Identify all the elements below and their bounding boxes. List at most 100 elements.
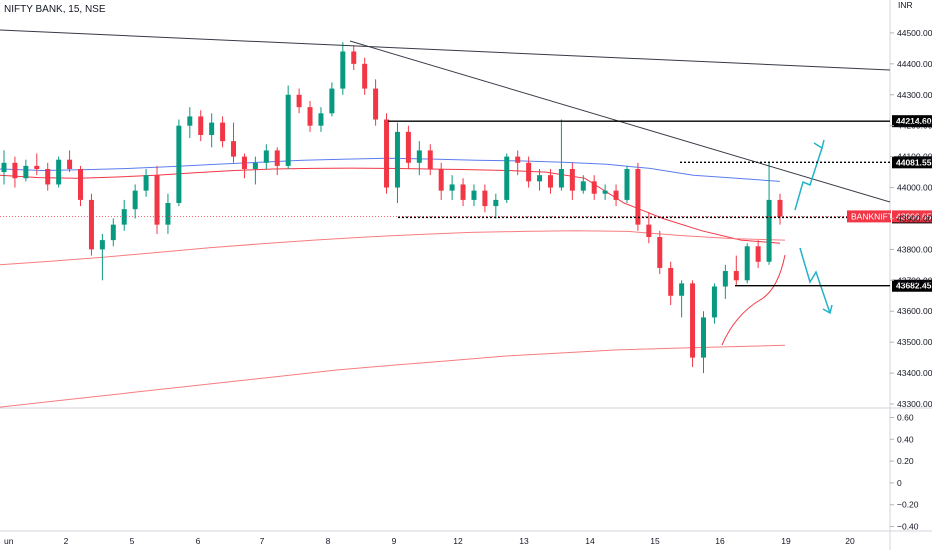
candle-body [263, 150, 269, 163]
price-levels: 44214.6044081.5543903.5043682.45BANKNIFT… [0, 115, 932, 292]
candle-body [416, 150, 422, 163]
candle-body [427, 150, 433, 169]
x-tick-label: 2 [64, 536, 69, 546]
time-axis[interactable]: un 2 5 6 7 8 9 12 13 14 15 16 19 20 [4, 536, 855, 546]
candle-body [88, 199, 94, 250]
y-tick-label: 44200.00 [897, 121, 932, 131]
bullish-arrowhead [813, 139, 825, 150]
candle-body [635, 168, 641, 225]
candle-body [733, 271, 739, 281]
candle-body [351, 51, 357, 64]
candle-body [12, 162, 18, 179]
x-tick-label: 6 [196, 536, 201, 546]
candle-body [362, 63, 368, 89]
candle-body [373, 88, 379, 120]
candle-body [668, 267, 674, 296]
candle-body [231, 141, 237, 157]
candle-body [515, 156, 521, 163]
osc-tick-label: 0 [897, 478, 902, 488]
x-tick-label: 13 [519, 536, 529, 546]
osc-tick-label: −0.20 [897, 500, 919, 510]
bearish-arrow [799, 247, 831, 314]
x-tick-label: 5 [130, 536, 135, 546]
ema-red-mid-line [0, 230, 786, 266]
candle-body [252, 162, 258, 169]
candle-body [384, 119, 390, 188]
candle-body [78, 168, 84, 200]
y-tick-label: 43500.00 [897, 337, 932, 347]
candle-body [165, 203, 171, 225]
candle-body [274, 150, 280, 166]
x-tick-label: 9 [392, 536, 397, 546]
candle-body [591, 181, 597, 194]
y-tick-label: 44300.00 [897, 90, 932, 100]
price-level-label: 44081.55 [896, 157, 932, 167]
y-tick-label: 44500.00 [897, 28, 932, 38]
candle-body [504, 156, 510, 200]
candle-body [493, 199, 499, 207]
candle-body [285, 94, 291, 166]
candle-body [121, 209, 127, 225]
candle-body [154, 175, 160, 225]
current-price-label: 43906.65 [896, 211, 932, 221]
candle-body [110, 224, 116, 241]
candle-body [755, 246, 761, 262]
x-tick-label: 20 [845, 536, 855, 546]
x-tick-label: 12 [453, 536, 463, 546]
candles [1, 42, 783, 374]
candle-body [657, 237, 663, 268]
candle-body [198, 116, 204, 135]
y-tick-label: 44400.00 [897, 59, 932, 69]
x-tick-label: 7 [260, 536, 265, 546]
candle-body [449, 184, 455, 191]
y-tick-label: 44100.00 [897, 152, 932, 162]
candle-body [602, 190, 608, 194]
candle-body [460, 184, 466, 200]
price-level-tag [892, 156, 932, 169]
candle-body [438, 168, 444, 191]
x-tick-label: 15 [650, 536, 660, 546]
candle-body [23, 165, 29, 179]
osc-tick-label: 0.20 [897, 456, 914, 466]
candle-body [34, 165, 40, 169]
candle-body [580, 181, 586, 191]
price-level-label: 43682.45 [896, 281, 932, 291]
ema-recovery-line [721, 254, 786, 346]
candle-body [187, 116, 193, 126]
price-level-tag [892, 115, 932, 128]
candle-body [45, 168, 51, 185]
x-tick-label: 8 [326, 536, 331, 546]
candle-body [711, 286, 717, 318]
price-axis[interactable]: 44500.00 44400.00 44300.00 44200.00 44100.00… [890, 28, 932, 409]
current-price-tag [892, 210, 932, 223]
candle-body [777, 199, 783, 217]
ema-red-long-line [0, 344, 786, 408]
candle-body [558, 168, 564, 188]
candle-body [613, 190, 619, 200]
candle-body [220, 122, 226, 142]
x-tick-label: un [4, 536, 14, 546]
osc-tick-label: −0.40 [897, 522, 919, 532]
price-level-label: 44214.60 [896, 116, 932, 126]
candle-body [526, 162, 532, 182]
candle-body [690, 283, 696, 358]
y-tick-label: 44000.00 [897, 183, 932, 193]
y-tick-label: 43800.00 [897, 244, 932, 254]
candle-body [67, 159, 73, 169]
y-tick-label: 43300.00 [897, 399, 932, 409]
candle-body [766, 199, 772, 262]
osc-tick-label: 0.40 [897, 434, 914, 444]
trend-drawings [0, 29, 891, 315]
candle-body [296, 94, 302, 108]
oscillator-grid: 0.60 0.40 0.20 0 −0.20 −0.40 [890, 412, 919, 532]
candle-body [679, 283, 685, 296]
y-tick-label: 43400.00 [897, 368, 932, 378]
candle-body [394, 131, 400, 188]
candle-body [722, 271, 728, 287]
x-tick-label: 19 [781, 536, 791, 546]
chart-title: NIFTY BANK, 15, NSE [4, 4, 106, 15]
candle-body [99, 240, 105, 250]
candle-body [329, 88, 335, 114]
